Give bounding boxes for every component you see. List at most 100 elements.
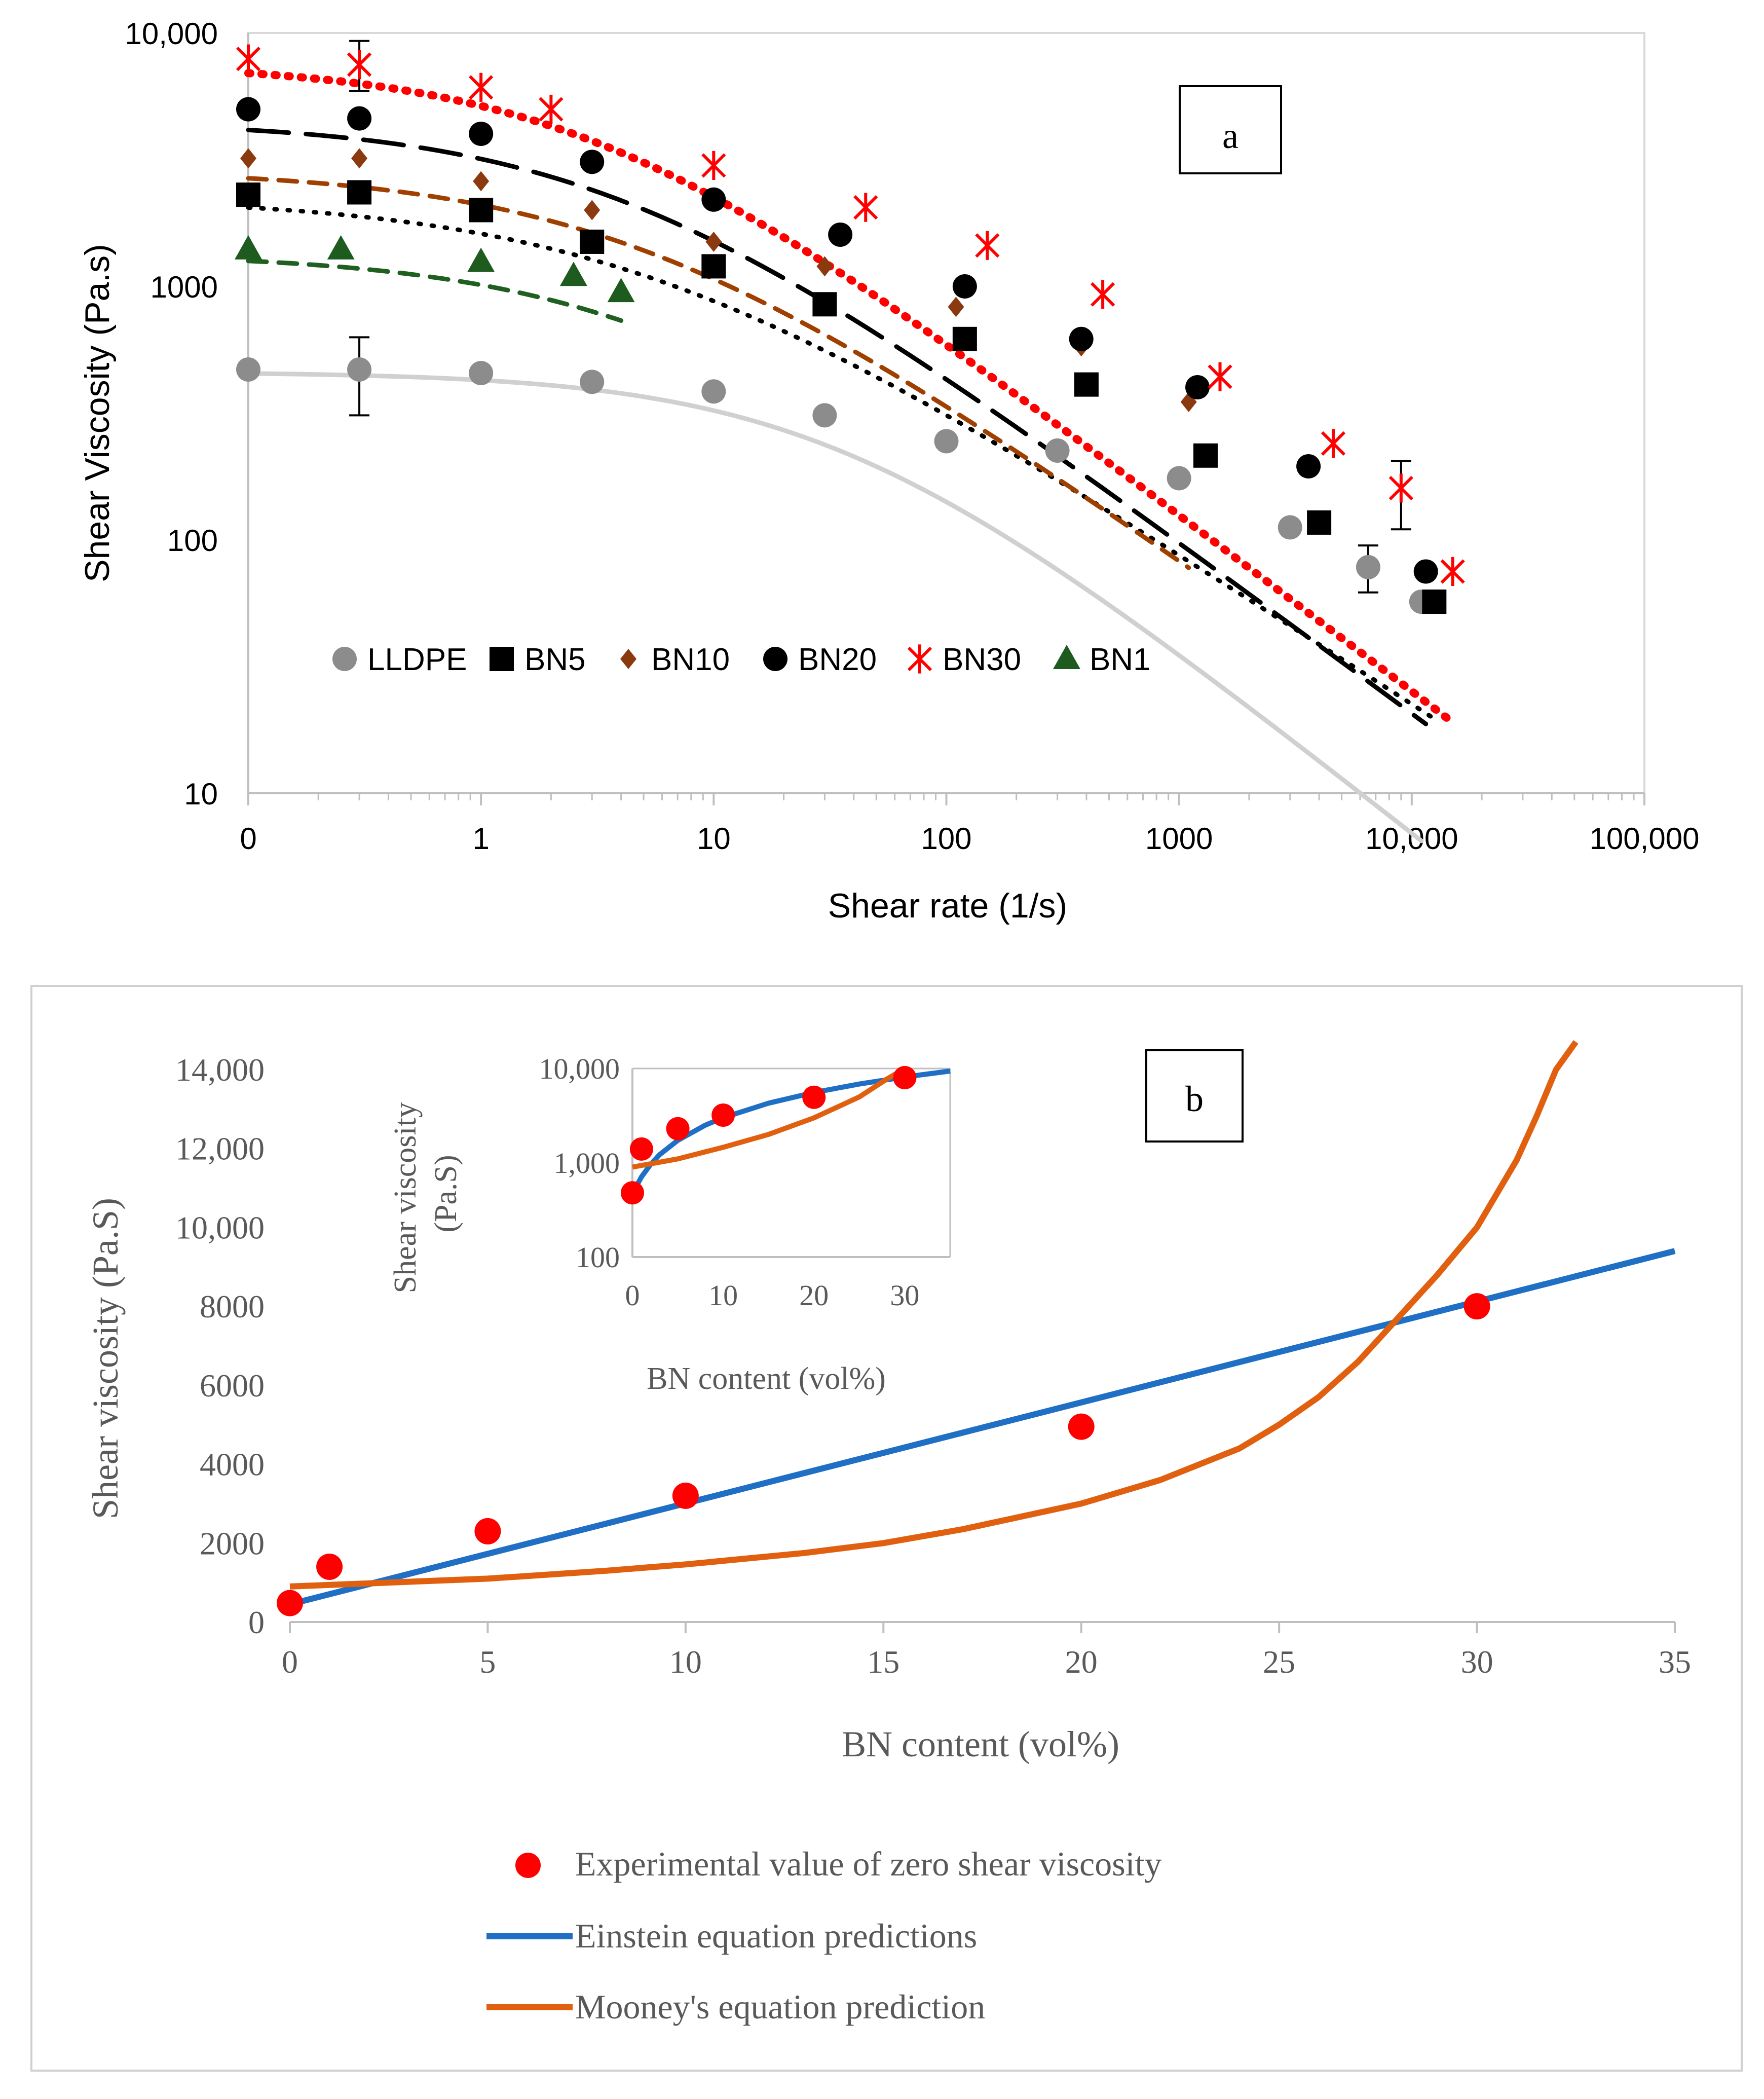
inset-point-experimental [629, 1137, 653, 1161]
line-mooney-s-equation-prediction [289, 1040, 1579, 1590]
chart-a-fit-lines [244, 69, 1457, 843]
point-lldpe [1278, 515, 1302, 540]
chart-b-points [277, 1293, 1490, 1616]
point-bn30 [1440, 557, 1465, 586]
point-experimental [474, 1518, 501, 1544]
inset-x-tick-label: 20 [799, 1279, 829, 1312]
legend-experimental-label: Experimental value of zero shear viscosi… [575, 1845, 1161, 1883]
inset-point-experimental [893, 1066, 917, 1090]
chart-a-x-tick-label: 1000 [1145, 822, 1213, 856]
inset-point-experimental [711, 1103, 735, 1127]
chart-a-y-tick-label: 10,000 [125, 17, 218, 51]
chart-a-legend: LLDPE BN5 BN10 BN20 BN30 BN1 [332, 642, 1151, 677]
chart-a-panel-label-box [1179, 85, 1282, 174]
point-bn20 [1069, 326, 1094, 351]
point-bn5 [1307, 510, 1332, 535]
point-bn20 [580, 150, 605, 174]
legend-mooney-label: Mooney's equation prediction [575, 1987, 985, 2026]
point-experimental [672, 1482, 699, 1509]
point-experimental [316, 1554, 343, 1580]
point-bn5 [812, 292, 837, 317]
fit-line-lldpe [246, 371, 1424, 843]
chart-a-x-tick-label: 1 [472, 822, 489, 856]
chart-a-y-tick-label: 10 [184, 777, 218, 811]
legend-label-lldpe: LLDPE [367, 642, 467, 677]
chart-b-axes: 0 5 10 15 20 25 30 35 0 2000 4000 6000 8000 10,000 12,… [175, 1052, 1691, 1680]
point-bn30 [1090, 280, 1115, 309]
chart-b-x-tick-label: 5 [479, 1644, 496, 1680]
point-bn1 [559, 262, 587, 286]
chart-a-axes: 0 1 10 100 1000 10,000 100,000 10 100 1000 10,000 [125, 17, 1699, 856]
chart-b-x-tick-label: 20 [1065, 1644, 1098, 1680]
fit-line-bn5 [246, 205, 1437, 721]
legend-marker-bn5 [490, 647, 514, 671]
inset-y-axis-label-line1: Shear viscosity [388, 1102, 423, 1293]
inset-x-tick-label: 10 [708, 1279, 738, 1312]
inset-points [621, 1066, 917, 1205]
legend-marker-bn20 [763, 647, 787, 671]
point-bn20 [1296, 454, 1321, 478]
chart-b-panel-label: b [1185, 1079, 1204, 1119]
chart-b-y-tick-label: 0 [248, 1604, 265, 1640]
point-bn30 [701, 151, 726, 180]
point-bn20 [1413, 559, 1438, 584]
legend-label-bn1: BN1 [1090, 642, 1151, 677]
chart-b-x-tick-label: 30 [1461, 1644, 1493, 1680]
point-lldpe [1356, 555, 1380, 579]
chart-b-lines [289, 1040, 1676, 1607]
point-lldpe [701, 379, 726, 404]
point-bn30 [347, 50, 372, 80]
chart-a-x-axis-label: Shear rate (1/s) [828, 887, 1067, 925]
chart-a-y-axis-label: Shear Viscosity (Pa.s) [78, 244, 117, 582]
point-bn5 [1422, 590, 1447, 614]
inset-point-experimental [802, 1085, 826, 1109]
point-lldpe [469, 360, 494, 385]
point-bn10 [240, 148, 256, 169]
inset-point-experimental [666, 1117, 690, 1140]
legend-marker-bn1 [1053, 645, 1080, 669]
point-experimental [277, 1590, 303, 1616]
inset-y-tick-label: 1,000 [554, 1147, 620, 1180]
chart-a-x-tick-label: 10 [697, 822, 731, 856]
point-bn10 [705, 231, 722, 252]
point-bn30 [853, 193, 878, 222]
chart-b-legend: Experimental value of zero shear viscosi… [486, 1845, 1161, 2026]
chart-b-y-tick-label: 12,000 [175, 1131, 265, 1167]
inset-y-axis-label: Shear viscosity (Pa.S) [388, 1094, 463, 1294]
point-lldpe [580, 370, 605, 394]
inset-x-tick-label: 30 [890, 1279, 919, 1312]
chart-b-x-tick-label: 35 [1659, 1644, 1691, 1680]
legend-marker-bn30 [907, 644, 932, 674]
chart-b-x-tick-label: 10 [669, 1644, 702, 1680]
point-bn20 [347, 106, 372, 131]
fit-line-bn1 [246, 259, 624, 323]
point-bn5 [952, 326, 977, 351]
point-lldpe [347, 357, 372, 382]
chart-a-plot-area [247, 32, 1645, 794]
inset-point-experimental [621, 1181, 644, 1205]
chart-b-x-tick-label: 25 [1263, 1644, 1295, 1680]
point-bn5 [580, 229, 605, 254]
chart-b-y-tick-label: 14,000 [175, 1052, 265, 1088]
point-experimental [1463, 1293, 1490, 1320]
point-bn30 [469, 72, 494, 102]
chart-b-y-axis-label: Shear viscosity (Pa.S) [85, 1198, 126, 1519]
point-bn5 [1193, 443, 1218, 468]
fit-line-bn30 [244, 69, 1457, 727]
point-bn10 [584, 200, 600, 220]
legend-einstein-label: Einstein equation predictions [575, 1917, 977, 1955]
inset-x-axis-label: BN content (vol%) [647, 1361, 886, 1396]
point-bn20 [469, 121, 494, 146]
chart-a-y-tick-label: 1000 [151, 270, 218, 304]
point-bn1 [607, 278, 635, 303]
inset-background [324, 1029, 991, 1414]
line-einstein-equation-predictions [289, 1248, 1676, 1607]
point-lldpe [812, 403, 837, 428]
point-lldpe [1045, 438, 1070, 463]
legend-marker-bn10 [620, 649, 636, 669]
point-bn5 [1074, 372, 1099, 397]
inset-line-mooney-s-equation-prediction [632, 1066, 906, 1170]
point-bn10 [948, 297, 964, 317]
